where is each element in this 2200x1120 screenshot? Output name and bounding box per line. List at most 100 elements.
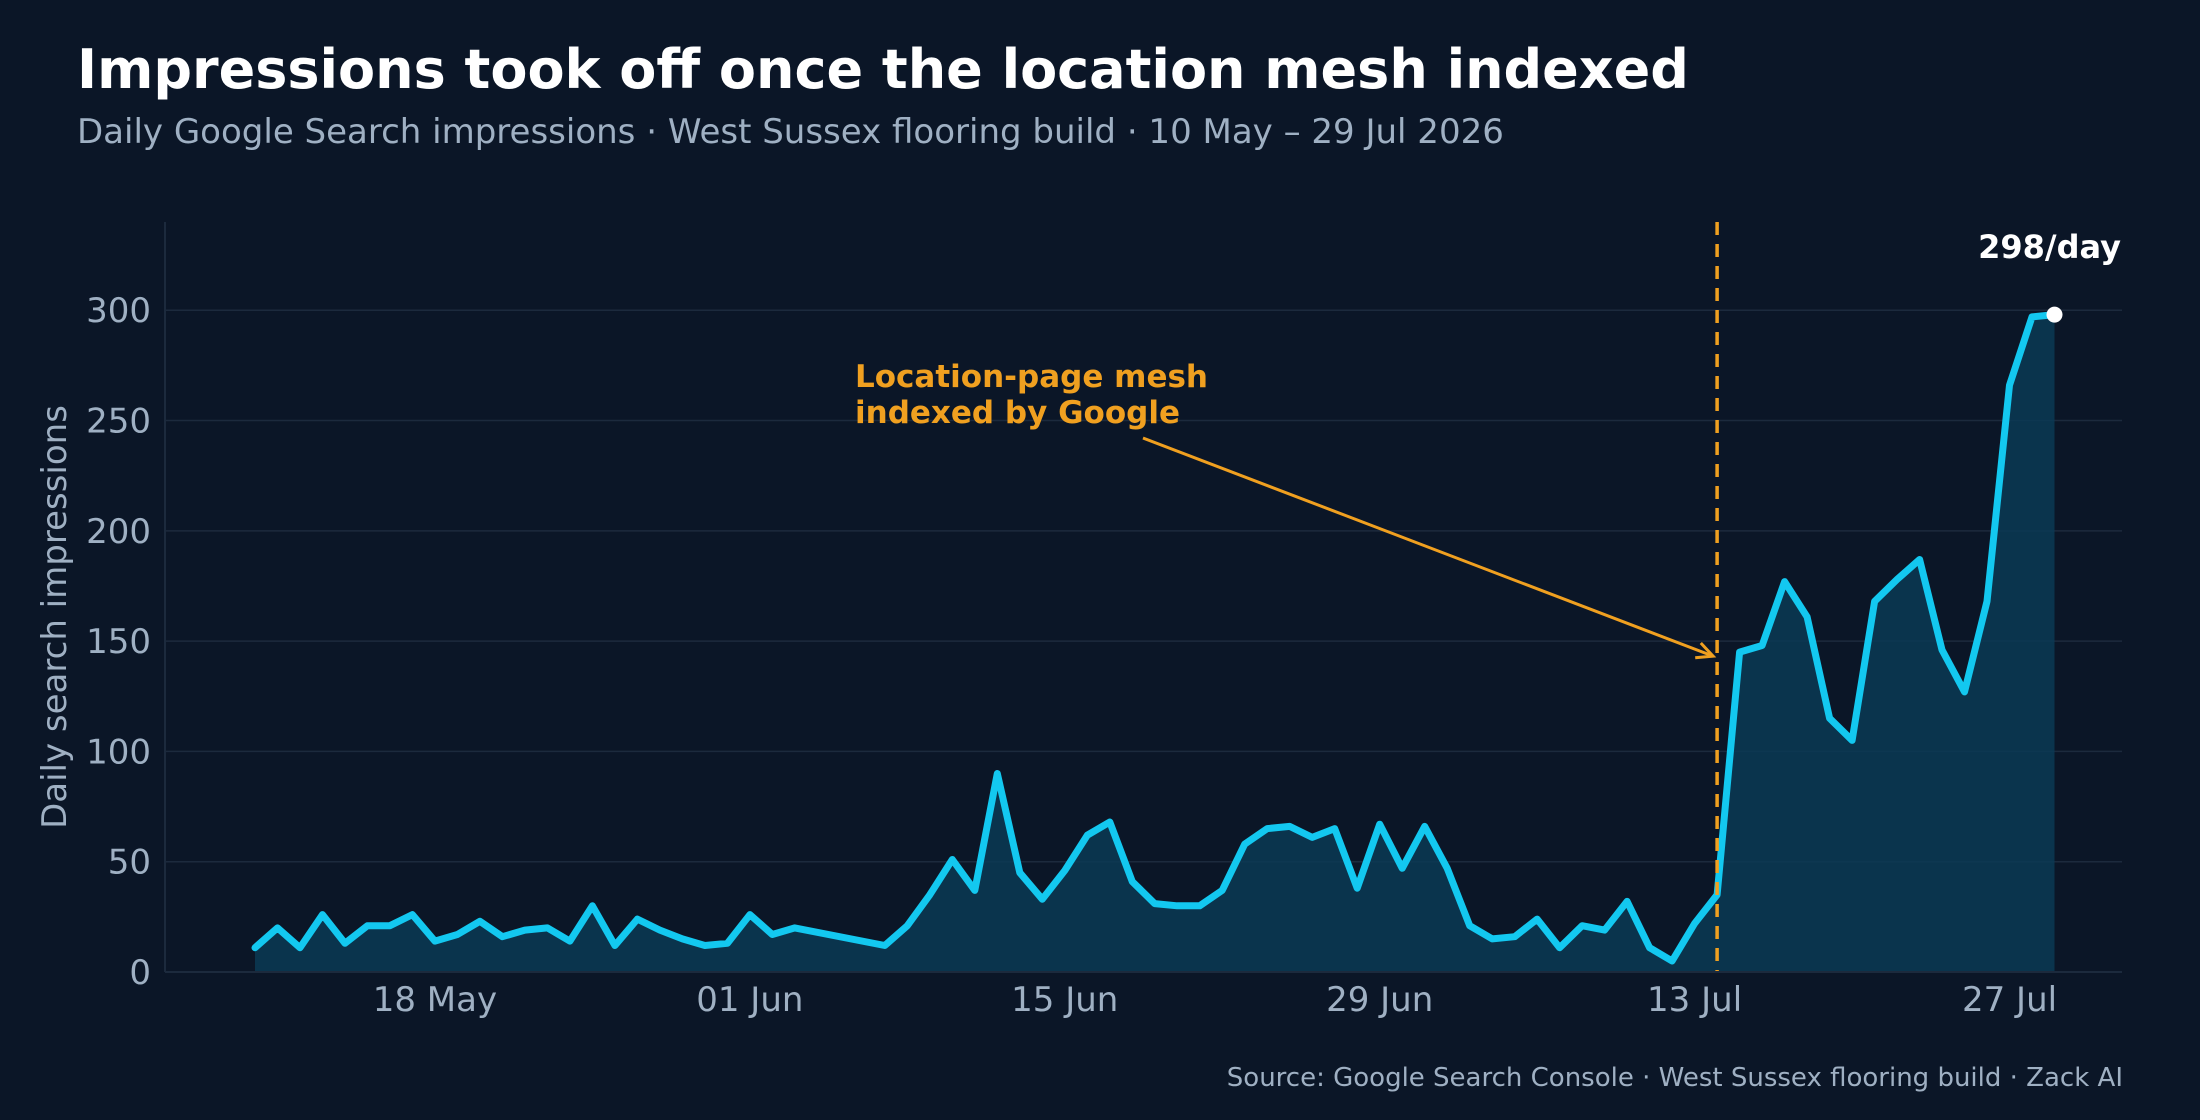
data-point	[1826, 715, 1833, 722]
y-tick-label: 250	[86, 402, 151, 442]
data-point	[544, 924, 551, 931]
chart-title: Impressions took off once the location m…	[77, 38, 1689, 101]
data-point	[1354, 885, 1361, 892]
annotation-arrowhead	[1695, 641, 1717, 660]
data-point	[2029, 313, 2036, 320]
data-point	[1579, 922, 1586, 929]
data-point	[1736, 649, 1743, 656]
data-point	[1984, 598, 1991, 605]
data-point	[1804, 613, 1811, 620]
data-point	[994, 770, 1001, 777]
data-point	[971, 887, 978, 894]
data-point	[1466, 922, 1473, 929]
data-point	[1421, 823, 1428, 830]
data-point	[1669, 958, 1676, 965]
x-tick-label: 01 Jun	[696, 980, 803, 1020]
data-point	[1106, 819, 1113, 826]
data-point	[1759, 642, 1766, 649]
data-point	[791, 924, 798, 931]
y-tick-label: 200	[86, 512, 151, 552]
end-value-label: 298/day	[1978, 228, 2121, 266]
x-tick-label: 15 Jun	[1011, 980, 1118, 1020]
data-point	[521, 927, 528, 934]
data-point	[634, 916, 641, 923]
area-layer	[255, 314, 2055, 973]
data-point	[1961, 688, 1968, 695]
annotation-text: Location-page mesh indexed by Google	[855, 359, 1208, 431]
data-point	[679, 935, 686, 942]
data-point	[386, 922, 393, 929]
data-point	[746, 911, 753, 918]
series-area	[255, 314, 2055, 973]
source-note: Source: Google Search Console · West Sus…	[1226, 1063, 2123, 1093]
data-point	[566, 938, 573, 945]
data-point	[701, 942, 708, 949]
data-point	[1601, 927, 1608, 934]
data-point	[252, 944, 259, 951]
data-point	[1084, 832, 1091, 839]
line-layer	[251, 311, 2058, 965]
data-point	[499, 933, 506, 940]
annotation-layer: Location-page mesh indexed by Google 298/d…	[855, 222, 2121, 972]
data-point	[1511, 933, 1518, 940]
data-point	[1331, 825, 1338, 832]
data-point	[1871, 598, 1878, 605]
data-point	[1286, 823, 1293, 830]
data-point	[724, 940, 731, 947]
data-point	[454, 931, 461, 938]
data-point	[1219, 887, 1226, 894]
data-point	[1196, 902, 1203, 909]
data-point	[1556, 944, 1563, 951]
data-point	[1646, 944, 1653, 951]
annotation-line: Location-page mesh	[855, 359, 1208, 395]
data-point	[1151, 900, 1158, 907]
data-point	[297, 944, 304, 951]
data-point	[431, 938, 438, 945]
data-point	[1939, 646, 1946, 653]
x-tick-label: 13 Jul	[1647, 980, 1742, 1020]
data-point	[364, 922, 371, 929]
end-point-marker	[2046, 306, 2063, 323]
data-point	[409, 911, 416, 918]
data-point	[769, 931, 776, 938]
data-point	[1849, 737, 1856, 744]
chart-subtitle: Daily Google Search impressions · West S…	[77, 112, 1504, 152]
data-point	[1129, 878, 1136, 885]
data-point	[589, 902, 596, 909]
data-point	[1781, 578, 1788, 585]
data-point	[656, 927, 663, 934]
data-point	[1894, 576, 1901, 583]
data-point	[1691, 920, 1698, 927]
x-tick-label: 27 Jul	[1962, 980, 2057, 1020]
data-point	[1399, 865, 1406, 872]
data-point	[1241, 841, 1248, 848]
data-point	[1916, 556, 1923, 563]
axis-layer: 0 50 100 150 200 250 300 18 May 01 Jun 15 Jun 29 J…	[35, 222, 2122, 1020]
series-line	[251, 311, 2058, 965]
y-tick-label: 0	[129, 953, 151, 993]
data-point	[2006, 382, 2013, 389]
y-tick-label: 300	[86, 291, 151, 331]
data-point	[1174, 902, 1181, 909]
data-point	[1061, 867, 1068, 874]
data-point	[274, 924, 281, 931]
y-tick-label: 150	[86, 622, 151, 662]
y-tick-label: 50	[108, 843, 151, 883]
data-point	[949, 856, 956, 863]
x-tick-label: 29 Jun	[1326, 980, 1433, 1020]
y-tick-label: 100	[86, 732, 151, 772]
data-point	[611, 942, 618, 949]
annotation-arrow	[1142, 436, 1714, 658]
data-point	[1016, 869, 1023, 876]
data-point	[1624, 898, 1631, 905]
data-point	[881, 942, 888, 949]
data-point	[1444, 865, 1451, 872]
data-point	[342, 940, 349, 947]
annotation-line: indexed by Google	[855, 395, 1180, 431]
y-axis-title: Daily search impressions	[35, 405, 75, 829]
data-point	[1489, 935, 1496, 942]
data-point	[1534, 916, 1541, 923]
x-tick-label: 18 May	[373, 980, 497, 1020]
data-point	[476, 918, 483, 925]
